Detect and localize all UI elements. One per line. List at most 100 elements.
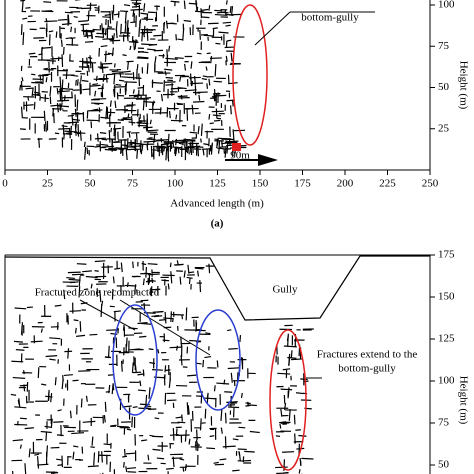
fracture	[61, 22, 72, 26]
fracture	[172, 317, 174, 323]
fracture	[74, 123, 77, 136]
fracture	[150, 286, 153, 297]
fracture	[19, 84, 22, 91]
fracture	[148, 387, 151, 399]
fracture	[82, 88, 91, 91]
fracture	[238, 452, 241, 461]
fracture	[190, 61, 193, 69]
fracture	[152, 310, 164, 313]
fracture	[27, 96, 30, 101]
y-tick-label: 75	[438, 40, 450, 52]
fracture	[89, 333, 98, 336]
fracture	[138, 27, 141, 37]
fracture	[230, 52, 233, 62]
fracture	[122, 455, 128, 458]
fracture	[225, 24, 231, 27]
fracture	[37, 367, 40, 379]
fracture	[71, 114, 74, 126]
fracture	[183, 270, 186, 278]
fracture	[226, 140, 239, 143]
fracture	[216, 360, 219, 368]
fracture	[291, 358, 303, 361]
fracture	[165, 148, 168, 161]
fracture	[214, 63, 217, 77]
fracture	[73, 15, 78, 18]
fracture	[102, 27, 105, 38]
fracture	[14, 406, 27, 409]
fracture	[56, 434, 64, 437]
fracture	[83, 288, 89, 291]
fracture	[146, 129, 159, 132]
arrow-head	[258, 154, 278, 166]
y-axis-label: Height (m)	[457, 61, 469, 110]
fracture	[84, 146, 87, 160]
fracture	[198, 94, 201, 101]
fracture	[192, 91, 201, 94]
fracture	[164, 68, 173, 71]
fracture	[87, 56, 93, 60]
fracture	[282, 471, 289, 474]
fracture	[283, 345, 297, 348]
callout-line	[119, 299, 211, 356]
fracture	[230, 105, 232, 115]
annotation: bottom-gully	[338, 363, 396, 375]
fracture	[202, 359, 205, 368]
fracture	[197, 270, 200, 277]
fracture	[99, 289, 102, 303]
fracture	[68, 278, 81, 281]
fracture	[95, 75, 98, 82]
fracture	[222, 21, 232, 24]
fracture	[220, 409, 223, 421]
fracture	[194, 10, 205, 13]
fracture	[79, 321, 82, 332]
fracture	[199, 280, 202, 293]
fracture	[63, 289, 66, 300]
fracture	[176, 260, 179, 265]
fracture	[132, 261, 134, 269]
x-tick-label: 250	[422, 178, 439, 190]
fracture	[205, 66, 208, 71]
fracture	[195, 439, 198, 445]
fracture	[84, 41, 94, 43]
fracture	[104, 401, 107, 412]
fracture	[145, 266, 148, 278]
fracture	[82, 270, 92, 273]
fracture	[136, 57, 149, 60]
fracture	[164, 70, 167, 76]
fracture	[90, 84, 101, 87]
fracture	[178, 142, 183, 145]
fracture	[126, 131, 131, 133]
fracture	[135, 0, 138, 8]
fracture	[94, 145, 101, 148]
fracture	[90, 446, 95, 448]
fracture	[67, 348, 70, 359]
fracture	[213, 89, 216, 102]
fracture	[183, 19, 192, 22]
fracture	[78, 286, 81, 298]
fracture	[86, 147, 89, 155]
fracture	[104, 50, 107, 62]
fracture	[277, 372, 291, 375]
y-tick-label: 150	[438, 291, 455, 303]
fracture	[110, 127, 113, 133]
fracture	[67, 114, 74, 117]
fracture	[92, 108, 99, 111]
fracture	[17, 399, 20, 405]
x-tick-label: 125	[209, 178, 226, 190]
fracture	[128, 327, 138, 330]
fracture	[72, 273, 84, 276]
y-tick-label: 50	[438, 459, 450, 471]
fracture	[41, 46, 43, 55]
fracture	[39, 74, 42, 81]
fracture	[93, 452, 96, 466]
fracture	[146, 144, 149, 151]
fracture	[183, 138, 196, 141]
fracture	[197, 125, 200, 135]
x-tick-label: 225	[379, 178, 396, 190]
fracture	[215, 108, 218, 119]
fracture	[57, 90, 70, 93]
fracture	[13, 340, 23, 343]
fracture	[282, 368, 291, 371]
y-axis-label: Height (m)	[457, 376, 469, 425]
fracture	[200, 123, 203, 136]
